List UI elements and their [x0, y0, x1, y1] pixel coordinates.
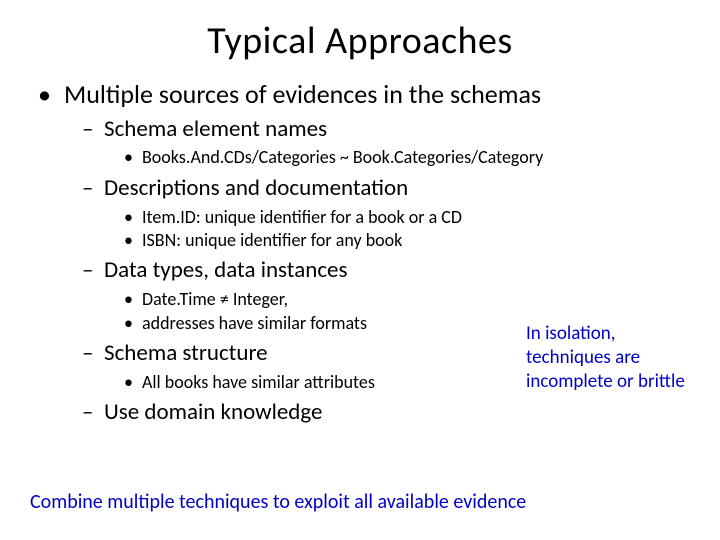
lvl2-text: Schema element names [104, 115, 327, 143]
footer-note: Combine multiple techniques to exploit a… [30, 490, 526, 514]
list-item: ISBN: unique identifier for any book [124, 229, 690, 252]
lvl2-text: Use domain knowledge [104, 398, 322, 426]
lvl2-text: Data types, data instances [104, 256, 348, 284]
list-item: Item.ID: unique identifier for a book or… [124, 206, 690, 229]
list-item: Books.And.CDs/Categories ~ Book.Categori… [124, 146, 690, 169]
list-item: Date.Time ≠ Integer, [124, 288, 690, 311]
list-item: Descriptions and documentation Item.ID: … [82, 174, 690, 253]
list-item: Use domain knowledge [82, 398, 690, 428]
list-item: Schema element names Books.And.CDs/Categ… [82, 115, 690, 170]
lvl2-text: Descriptions and documentation [104, 174, 408, 202]
bullet-list-lvl3: Item.ID: unique identifier for a book or… [104, 206, 690, 253]
aside-note: In isolation, techniques are incomplete … [526, 322, 686, 393]
bullet-list-lvl3: Books.And.CDs/Categories ~ Book.Categori… [104, 146, 690, 169]
slide: Typical Approaches Multiple sources of e… [0, 0, 720, 540]
slide-title: Typical Approaches [30, 18, 690, 64]
lvl2-text: Schema structure [104, 339, 268, 367]
lvl1-text: Multiple sources of evidences in the sch… [64, 78, 541, 110]
